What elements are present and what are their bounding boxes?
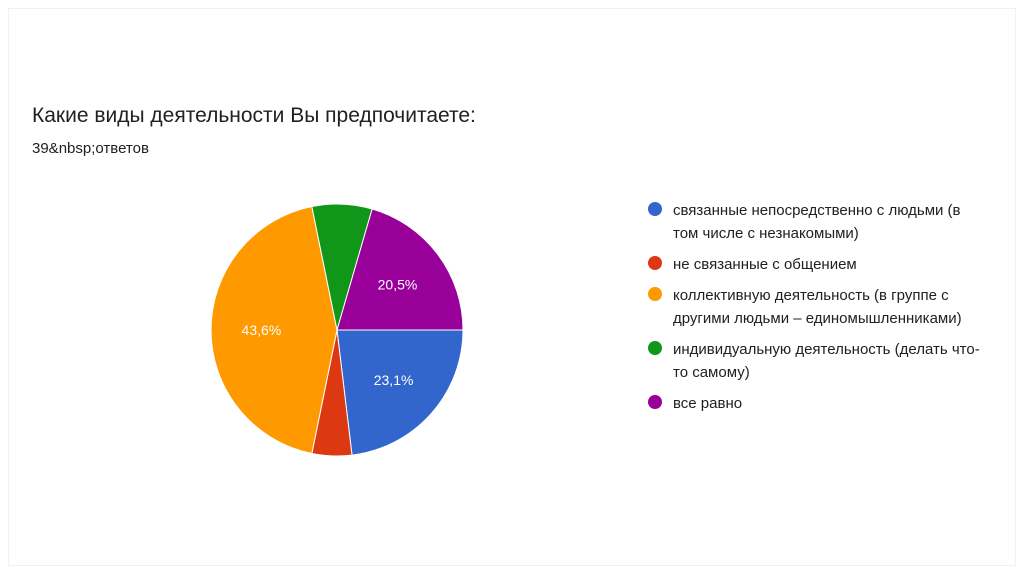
legend-swatch-icon [648, 341, 662, 355]
legend-item-4[interactable]: индивидуальную деятельность (делать что-… [648, 338, 988, 384]
legend-swatch-icon [648, 287, 662, 301]
legend-item-5[interactable]: все равно [648, 392, 988, 415]
legend-item-3[interactable]: коллективную деятельность (в группе с др… [648, 284, 988, 330]
legend-label: индивидуальную деятельность (делать что-… [673, 338, 988, 384]
legend-label: не связанные с общением [673, 253, 988, 276]
slice-value-label-1: 23,1% [374, 372, 414, 388]
slice-value-label-5: 20,5% [378, 277, 418, 293]
legend-swatch-icon [648, 202, 662, 216]
slice-value-label-3: 43,6% [242, 322, 282, 338]
legend-label: коллективную деятельность (в группе с др… [673, 284, 988, 330]
legend-item-1[interactable]: связанные непосредственно с людьми (в то… [648, 199, 988, 245]
legend-swatch-icon [648, 256, 662, 270]
legend-label: связанные непосредственно с людьми (в то… [673, 199, 988, 245]
legend-swatch-icon [648, 395, 662, 409]
pie-slice-1 [337, 330, 463, 455]
chart-legend: связанные непосредственно с людьми (в то… [648, 199, 988, 423]
legend-label: все равно [673, 392, 988, 415]
legend-item-2[interactable]: не связанные с общением [648, 253, 988, 276]
